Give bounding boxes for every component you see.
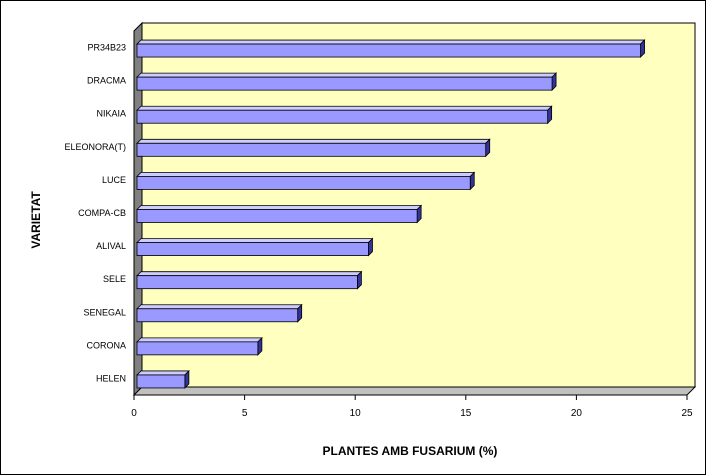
x-tick-label: 20 [571, 408, 583, 419]
plot-floor [132, 386, 697, 396]
bar-top-face [136, 238, 374, 243]
category-label: NIKAIA [96, 109, 126, 119]
category-label: LUCE [102, 175, 126, 185]
bar [136, 308, 299, 323]
category-label: COMPA-CB [78, 208, 126, 218]
category-label: SELE [103, 274, 126, 284]
bars-layer [136, 39, 646, 389]
bar-top-face [136, 370, 190, 376]
category-label: PR34B23 [87, 43, 126, 53]
bar-top-face [136, 39, 646, 45]
x-tick-label: 15 [460, 408, 472, 419]
x-axis-title: PLANTES AMB FUSARIUM (%) [323, 444, 498, 458]
bar-top-face [136, 271, 363, 277]
bar [136, 242, 369, 256]
bar-top-face [136, 304, 303, 310]
bar-top-face [136, 138, 491, 144]
x-axis-ticks: 0 5 10 15 20 25 [131, 395, 693, 419]
y-axis-title: VARIETAT [29, 191, 43, 249]
bar-top-face [136, 72, 558, 78]
bar [136, 341, 259, 356]
bar-top-face [136, 337, 263, 343]
bar-top-face [136, 105, 553, 111]
category-label: ALIVAL [96, 241, 126, 251]
bar [136, 142, 487, 157]
x-tick-label: 10 [350, 408, 362, 419]
bar-top-face [136, 205, 423, 210]
category-label: CORONA [86, 340, 126, 350]
bar [136, 109, 549, 124]
x-tick-label: 5 [242, 408, 248, 419]
x-tick-label: 0 [131, 408, 137, 419]
category-label: ELEONORA(T) [64, 142, 126, 152]
bar [136, 176, 471, 190]
bar [136, 209, 418, 223]
category-label: HELEN [96, 373, 126, 383]
bar-top-face [136, 172, 476, 177]
bar [136, 374, 186, 389]
category-label: SENEGAL [83, 307, 126, 317]
bar [136, 275, 358, 290]
x-tick-label: 25 [681, 408, 693, 419]
category-label: DRACMA [87, 76, 126, 86]
bar [136, 76, 553, 91]
bar [136, 43, 641, 58]
category-labels: PR34B23 DRACMA NIKAIA ELEONORA(T) LUCE COMPA-… [64, 43, 126, 384]
